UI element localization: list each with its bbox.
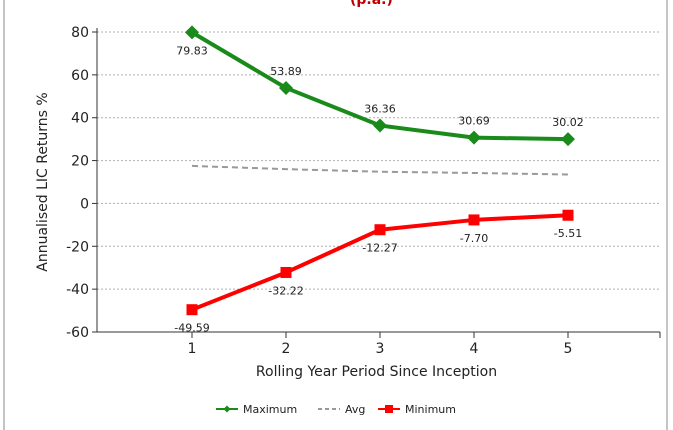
chart-title-fragment: (p.a.) [350, 0, 393, 8]
data-point-maximum [185, 25, 199, 40]
y-tick-label: 20 [71, 154, 89, 170]
x-tick-label: 4 [470, 341, 479, 357]
y-tick-label: 0 [80, 196, 89, 212]
data-label-maximum: 30.69 [458, 115, 490, 128]
data-label-minimum: -32.22 [268, 284, 303, 297]
legend-label-maximum: Maximum [243, 403, 297, 416]
data-label-maximum: 36.36 [364, 103, 396, 116]
legend-label-minimum: Minimum [405, 403, 456, 416]
series [185, 25, 575, 316]
data-point-maximum [373, 118, 387, 133]
y-tick-label: -60 [66, 325, 89, 341]
x-tick-label: 5 [564, 341, 573, 357]
y-tick-label: 60 [71, 68, 89, 84]
x-axis-title: Rolling Year Period Since Inception [256, 364, 497, 380]
y-axis-title: Annualised LIC Returns % [35, 92, 51, 271]
data-label-minimum: -7.70 [460, 232, 488, 245]
data-point-minimum [186, 304, 198, 316]
x-tick-label: 2 [282, 341, 291, 357]
legend: Maximum Avg Minimum [216, 403, 456, 416]
y-tick-label: 80 [71, 25, 89, 41]
legend-marker-minimum [385, 405, 393, 413]
data-point-maximum [467, 130, 481, 145]
data-label-minimum: -5.51 [554, 227, 582, 240]
y-tick-label: 40 [71, 111, 89, 127]
data-label-maximum: 30.02 [552, 116, 584, 129]
data-label-maximum: 53.89 [270, 65, 302, 78]
series-line-avg [191, 164, 569, 176]
legend-marker-maximum [223, 405, 231, 413]
legend-label-avg: Avg [345, 403, 365, 416]
x-tick-label: 1 [188, 341, 197, 357]
data-point-minimum [374, 224, 386, 236]
gridlines [97, 31, 660, 290]
data-point-minimum [468, 214, 480, 226]
data-point-maximum [561, 132, 575, 147]
data-labels: 79.83 53.89 36.36 30.69 30.02 -49.59 -32.22 -12… [174, 44, 583, 334]
x-tick-label: 3 [376, 341, 385, 357]
axes: -60 -40 -20 0 20 40 60 80 1 2 3 4 5 [66, 25, 661, 357]
data-point-minimum [562, 209, 574, 221]
data-label-minimum: -12.27 [362, 242, 397, 255]
data-point-maximum [279, 80, 293, 95]
data-point-minimum [280, 266, 292, 278]
y-tick-label: -20 [66, 239, 89, 255]
data-label-maximum: 79.83 [176, 44, 208, 57]
y-tick-label: -40 [66, 282, 89, 298]
data-label-minimum: -49.59 [174, 322, 209, 335]
